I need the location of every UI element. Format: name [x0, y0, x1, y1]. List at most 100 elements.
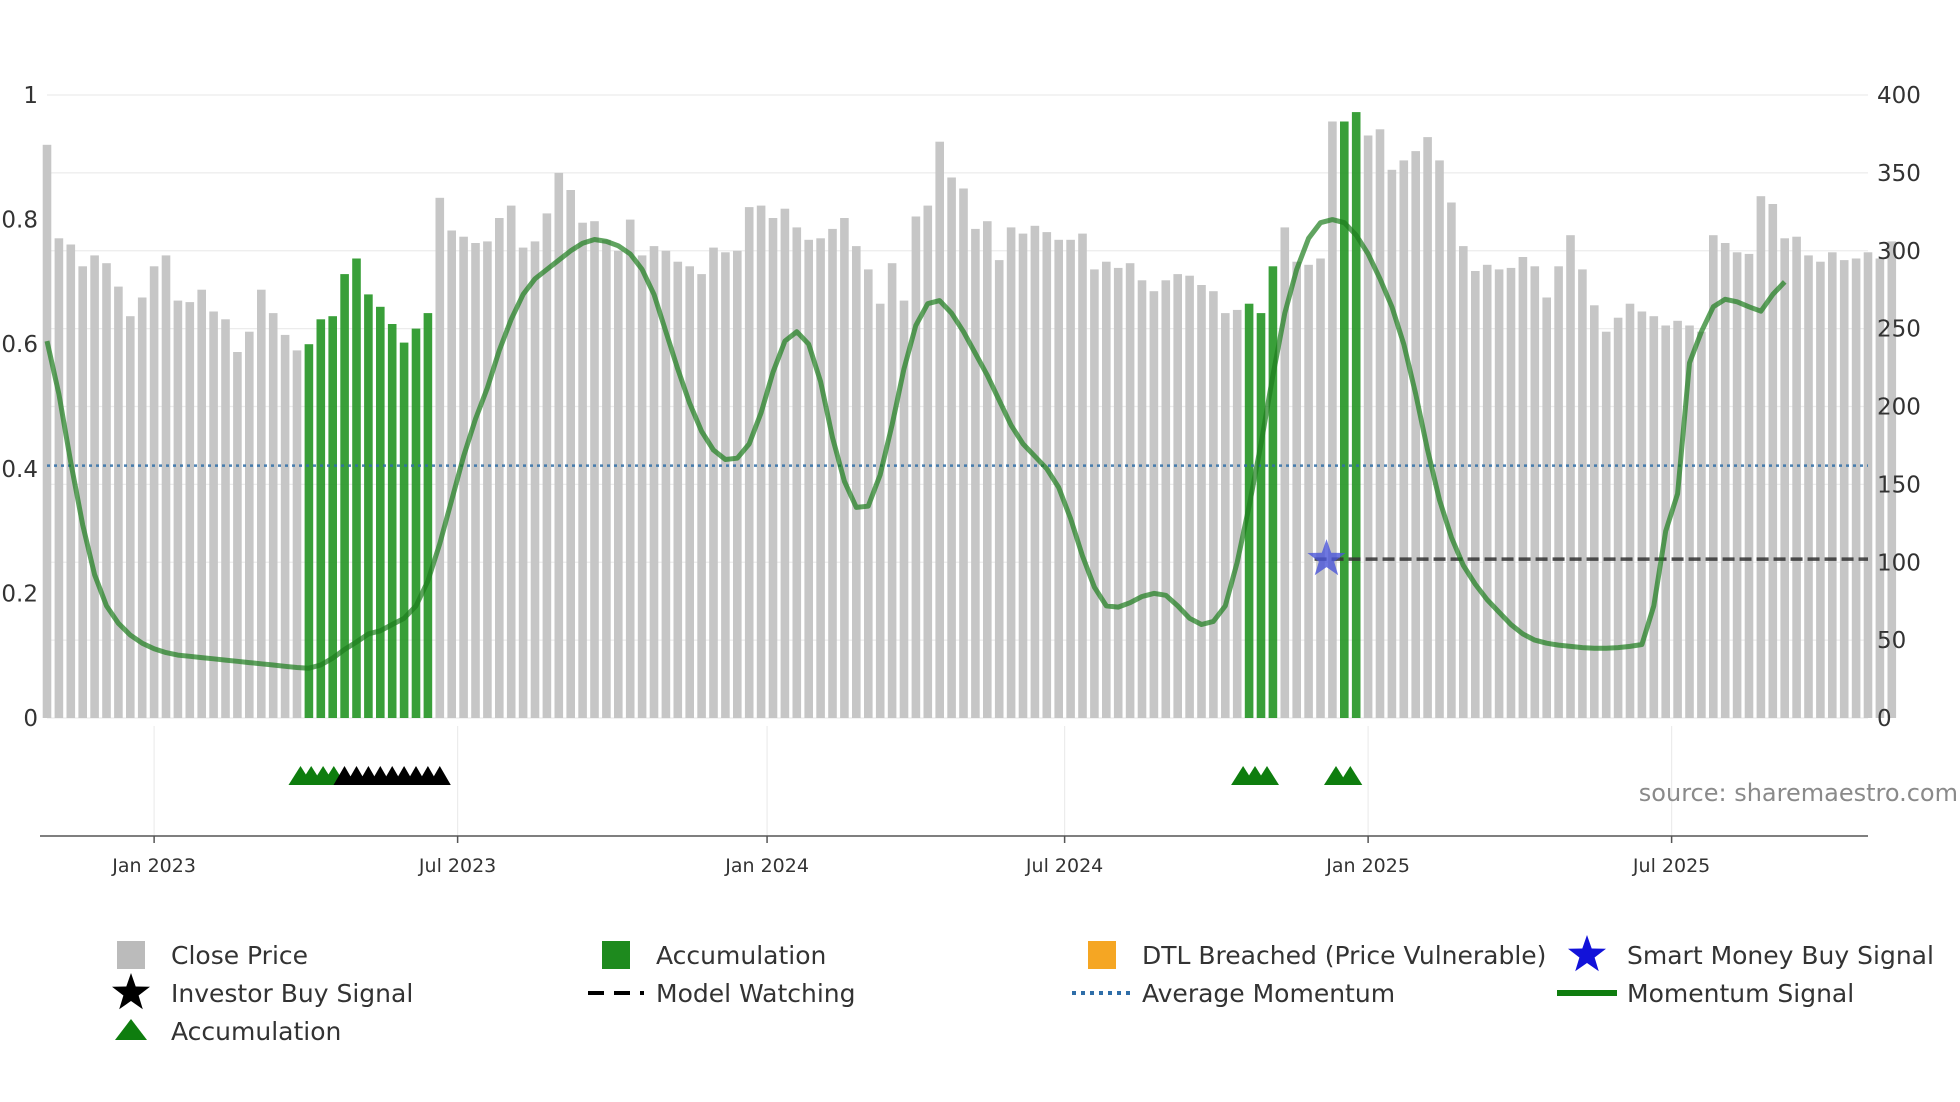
close-price-bar	[971, 228, 980, 718]
close-price-bar	[483, 241, 492, 718]
close-price-bar	[1828, 252, 1837, 719]
close-price-bar	[1066, 239, 1075, 719]
close-price-bar	[709, 247, 718, 718]
close-price-bar	[792, 227, 802, 718]
close-price-bar	[744, 207, 754, 718]
legend-triangle-icon	[115, 1019, 147, 1040]
date-tick-label: Jan 2025	[1325, 855, 1410, 877]
close-price-bar	[637, 255, 647, 718]
close-price-bar	[90, 255, 99, 718]
momentum-signal-line	[44, 217, 1787, 671]
close-price-bar	[1221, 313, 1230, 718]
close-price-bar	[1542, 297, 1551, 718]
left-axis-tick: 1	[23, 83, 38, 109]
close-price-bar	[245, 331, 254, 718]
accumulation-bar	[376, 306, 385, 718]
close-price-bar	[1423, 137, 1432, 719]
legend-square-icon	[117, 941, 145, 969]
close-price-bar	[149, 266, 159, 718]
close-price-bar	[1530, 266, 1540, 718]
accumulation-bar	[328, 316, 337, 718]
close-price-bar	[1459, 246, 1468, 718]
legend-star-icon	[1568, 935, 1606, 972]
close-price-bar	[1578, 269, 1587, 718]
close-price-bar	[816, 238, 825, 719]
close-price-bar	[590, 221, 599, 718]
date-tick-label: Jan 2024	[724, 855, 809, 877]
close-price-bar	[1054, 239, 1063, 719]
close-price-bar	[1613, 317, 1623, 718]
close-price-bar	[923, 205, 933, 719]
close-price-bar	[1816, 261, 1825, 718]
close-price-bar	[1018, 233, 1028, 718]
smart-money-buy-star	[1307, 539, 1346, 576]
close-price-bar	[1756, 196, 1766, 718]
close-price-bar	[471, 243, 480, 718]
close-price-bar	[959, 188, 968, 718]
right-axis-tick: 50	[1877, 628, 1906, 654]
close-price-bar	[1673, 320, 1682, 718]
left-axis-tick: 0.2	[1, 581, 38, 607]
close-price-bar	[209, 311, 218, 718]
close-price-bar	[887, 263, 897, 718]
close-price-bar	[625, 219, 635, 718]
close-price-bar	[1839, 260, 1849, 718]
close-price-bar	[233, 352, 242, 718]
close-price-bar	[1030, 225, 1040, 719]
smart-money-buy-signal-marker	[1307, 539, 1346, 576]
close-price-bar	[1137, 280, 1147, 718]
accumulation-bar	[1340, 121, 1349, 718]
close-price-bar	[1601, 331, 1611, 718]
legend-item: Accumulation	[115, 1017, 341, 1046]
legend-item: DTL Breached (Price Vulnerable)	[1088, 941, 1546, 970]
close-price-bar	[280, 334, 290, 718]
close-price-bar	[1625, 303, 1635, 718]
right-axis-tick: 0	[1877, 706, 1892, 732]
close-price-bar	[578, 222, 587, 718]
close-price-bar	[1518, 257, 1528, 718]
close-price-bar	[1780, 238, 1789, 719]
accumulation-bar	[411, 328, 421, 718]
right-axis-tick: 100	[1877, 550, 1921, 576]
close-price-bar	[1804, 255, 1813, 718]
close-price-bar	[935, 141, 944, 718]
close-price-bar	[994, 260, 1004, 718]
close-price-bar	[1006, 227, 1016, 718]
legend-item: Model Watching	[588, 979, 856, 1008]
close-price-bar	[1102, 261, 1111, 718]
accumulation-bar	[352, 258, 361, 718]
left-axis-tick: 0.4	[1, 457, 38, 483]
close-price-bar	[114, 286, 123, 718]
close-price-bar	[864, 269, 873, 718]
close-price-bar	[518, 247, 528, 718]
close-price-bar	[447, 230, 456, 718]
right-axis-tick: 200	[1877, 395, 1921, 421]
legend-item: Average Momentum	[1072, 979, 1395, 1008]
close-price-bar	[1280, 227, 1290, 718]
close-price-bar	[1328, 121, 1337, 718]
accumulation-bar	[316, 319, 326, 718]
close-price-bar	[1387, 169, 1397, 719]
close-price-bar	[554, 172, 564, 718]
close-price-bar	[1363, 135, 1373, 718]
close-price-bar	[173, 300, 183, 718]
close-price-bar	[221, 319, 230, 718]
close-price-bar	[780, 208, 790, 718]
right-axis-tick: 150	[1877, 472, 1921, 498]
left-axis-ticks: 0 0.2 0.4 0.6 0.8 1	[1, 83, 38, 732]
legend-label: Accumulation	[171, 1017, 341, 1046]
close-price-bar	[197, 289, 206, 718]
close-price-bar	[1494, 269, 1504, 718]
close-price-bar	[1232, 309, 1242, 718]
legend-item: Investor Buy Signal	[112, 973, 413, 1010]
date-tick-label: Jan 2023	[111, 855, 196, 877]
legend-item: Accumulation	[602, 941, 826, 970]
legend-label: Momentum Signal	[1627, 979, 1854, 1008]
close-price-bar	[185, 302, 195, 718]
accumulation-triangle	[1255, 766, 1279, 785]
close-price-bar	[1125, 263, 1135, 718]
investor-buy-marker	[428, 766, 451, 785]
close-price-bar	[1661, 325, 1670, 718]
accumulation-bar	[423, 313, 433, 718]
close-price-bar	[1887, 241, 1897, 718]
